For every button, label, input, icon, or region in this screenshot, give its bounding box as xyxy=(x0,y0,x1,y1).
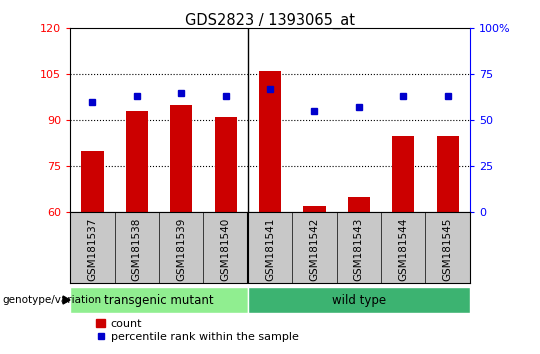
Bar xyxy=(70,287,248,313)
Text: GSM181540: GSM181540 xyxy=(221,218,231,281)
Bar xyxy=(436,136,458,212)
Text: GSM181544: GSM181544 xyxy=(398,218,408,281)
Text: GSM181543: GSM181543 xyxy=(354,218,364,281)
Text: GSM181545: GSM181545 xyxy=(443,218,453,281)
Bar xyxy=(248,287,470,313)
Text: GDS2823 / 1393065_at: GDS2823 / 1393065_at xyxy=(185,12,355,29)
Text: genotype/variation: genotype/variation xyxy=(3,295,102,305)
Bar xyxy=(392,136,414,212)
Polygon shape xyxy=(63,296,70,304)
Text: GSM181541: GSM181541 xyxy=(265,218,275,281)
Bar xyxy=(348,197,370,212)
Bar xyxy=(170,105,192,212)
Legend: count, percentile rank within the sample: count, percentile rank within the sample xyxy=(92,314,303,347)
Text: GSM181542: GSM181542 xyxy=(309,218,319,281)
Text: GSM181538: GSM181538 xyxy=(132,218,142,281)
Bar xyxy=(214,117,237,212)
Bar xyxy=(82,151,104,212)
Bar xyxy=(126,111,148,212)
Bar xyxy=(259,71,281,212)
Bar xyxy=(303,206,326,212)
Text: GSM181539: GSM181539 xyxy=(176,218,186,281)
Text: transgenic mutant: transgenic mutant xyxy=(104,293,214,307)
Text: wild type: wild type xyxy=(332,293,386,307)
Text: GSM181537: GSM181537 xyxy=(87,218,97,281)
